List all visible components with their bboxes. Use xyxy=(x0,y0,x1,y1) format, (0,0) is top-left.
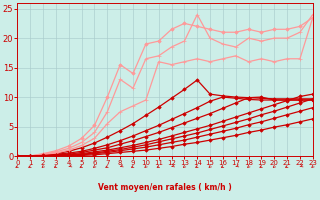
X-axis label: Vent moyen/en rafales ( km/h ): Vent moyen/en rafales ( km/h ) xyxy=(98,183,232,192)
